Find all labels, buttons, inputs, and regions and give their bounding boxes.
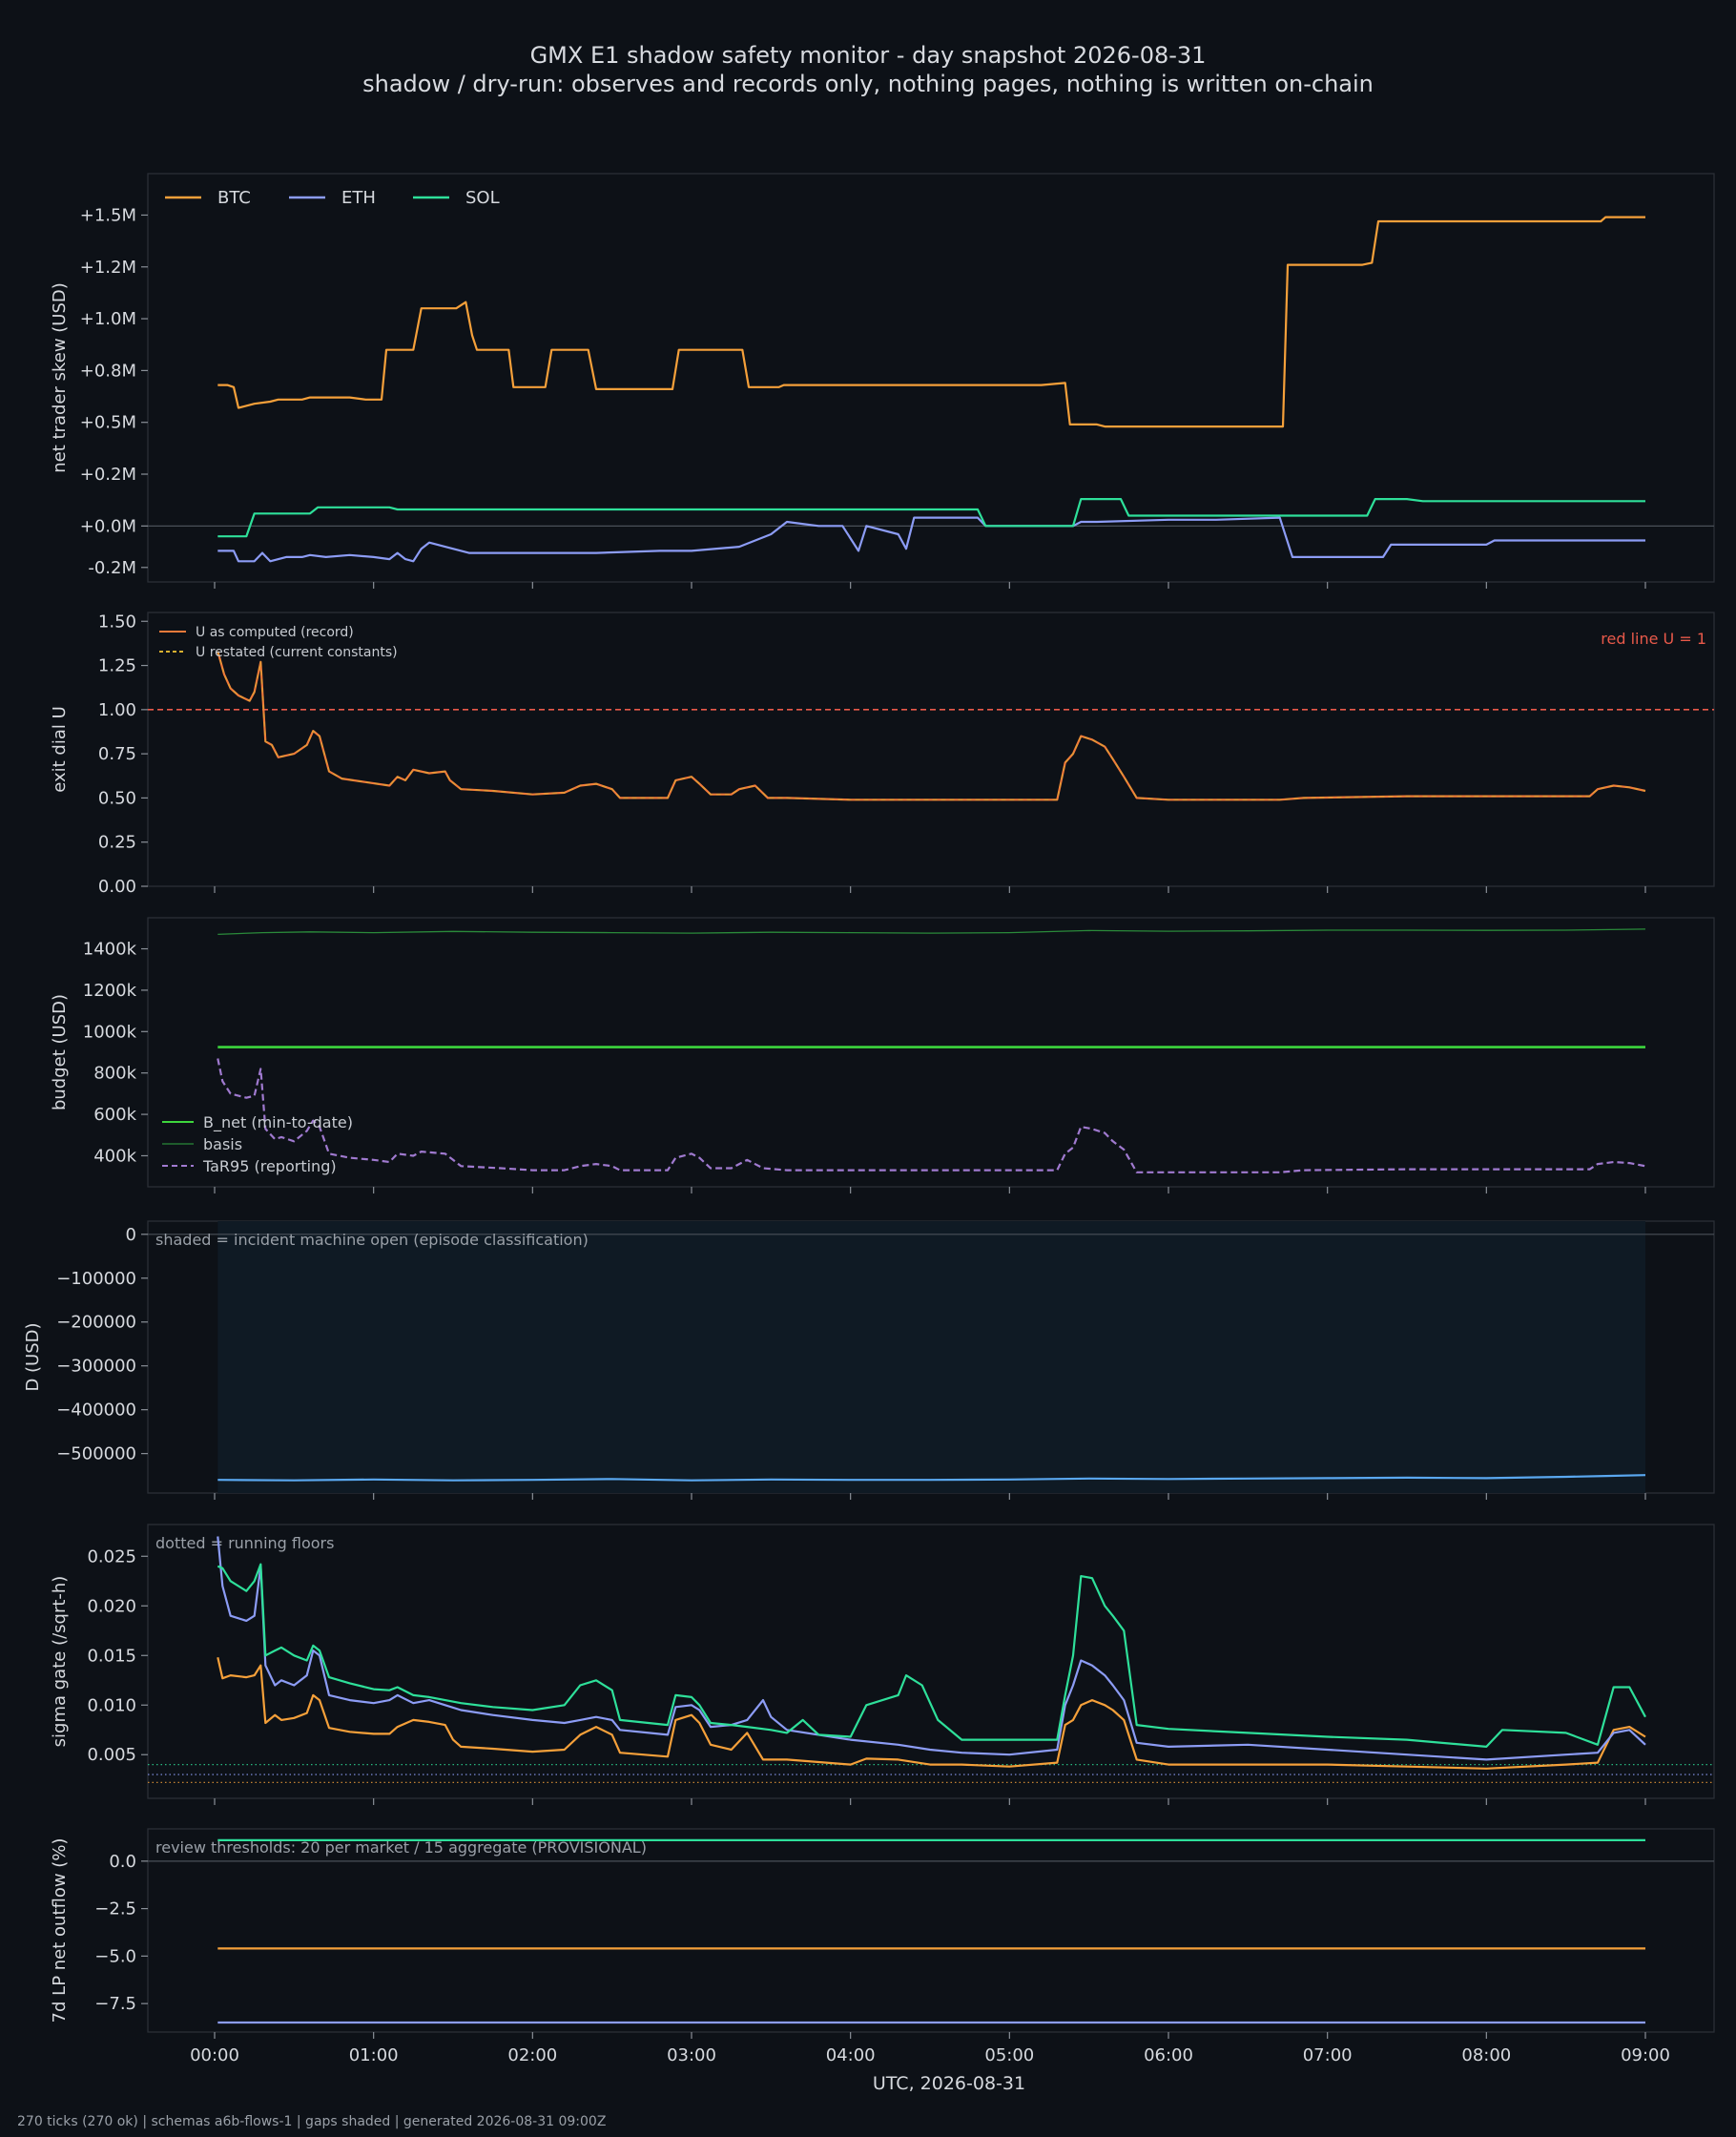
y-tick-label: +0.8M bbox=[80, 361, 136, 381]
panel-annotation: review thresholds: 20 per market / 15 ag… bbox=[155, 1838, 647, 1857]
y-tick-label: -0.2M bbox=[88, 558, 136, 578]
series-line-btc bbox=[217, 216, 1645, 428]
y-tick-label: 0.50 bbox=[98, 788, 136, 808]
panel-frame bbox=[147, 1524, 1715, 1799]
series-line-u-restated-current-constants- bbox=[217, 651, 1646, 800]
redline-label: red line U = 1 bbox=[1601, 630, 1706, 648]
legend-label: U as computed (record) bbox=[196, 625, 354, 640]
panel-drawdown: 0 −100000 −200000 −300000 −400000 −500000 D (U… bbox=[23, 1220, 1715, 1500]
panels-group: -0.2M +0.0M +0.2M +0.5M +0.8M +1.0M +1.2M +1.5M… bbox=[23, 173, 1715, 2094]
y-tick-label: +1.5M bbox=[80, 205, 136, 225]
y-tick-label: +0.0M bbox=[80, 516, 136, 536]
x-tick-label: 02:00 bbox=[507, 2045, 557, 2065]
x-tick-label: 07:00 bbox=[1303, 2045, 1353, 2065]
panel-lp_outflow: 0.0 −2.5 −5.0 −7.5 7d LP net outflow (%) revi… bbox=[50, 1828, 1715, 2094]
y-axis-label: budget (USD) bbox=[50, 994, 70, 1110]
y-tick-label: −2.5 bbox=[94, 1899, 136, 1919]
y-tick-label: −200000 bbox=[56, 1313, 136, 1333]
y-tick-label: 0.00 bbox=[98, 877, 136, 897]
y-tick-label: +1.0M bbox=[80, 309, 136, 329]
legend-label: BTC bbox=[217, 188, 251, 208]
legend-label: B_net (min-to-date) bbox=[203, 1113, 353, 1132]
y-tick-label: 0.010 bbox=[87, 1695, 136, 1715]
panel-frame bbox=[147, 173, 1715, 583]
footer-text: 270 ticks (270 ok) | schemas a6b-flows-1… bbox=[17, 2114, 606, 2129]
incident-shade bbox=[217, 1221, 1645, 1493]
figure-title: GMX E1 shadow safety monitor - day snaps… bbox=[530, 42, 1207, 69]
panel-skew: -0.2M +0.0M +0.2M +0.5M +0.8M +1.0M +1.2M +1.5M… bbox=[50, 173, 1715, 589]
y-tick-label: 0 bbox=[126, 1225, 136, 1245]
series-line-u-as-computed-record- bbox=[217, 651, 1646, 801]
series-line-sol bbox=[217, 498, 1645, 538]
y-tick-label: 1200k bbox=[83, 981, 137, 1001]
x-tick-label: 00:00 bbox=[190, 2045, 239, 2065]
panel-sigma: 0.005 0.010 0.015 0.020 0.025 sigma gate (/sq… bbox=[50, 1524, 1715, 1805]
x-tick-label: 01:00 bbox=[349, 2045, 399, 2065]
legend-label: TaR95 (reporting) bbox=[202, 1157, 337, 1175]
legend-label: ETH bbox=[341, 188, 376, 208]
y-axis-label: net trader skew (USD) bbox=[50, 282, 70, 473]
y-tick-label: +1.2M bbox=[80, 258, 136, 278]
panel-budget: 400k 600k 800k 1000k 1200k 1400k budget (USD) B… bbox=[50, 917, 1715, 1193]
y-tick-label: 1.25 bbox=[98, 656, 136, 676]
y-axis-label: 7d LP net outflow (%) bbox=[50, 1838, 70, 2023]
series-line-eth bbox=[217, 516, 1645, 563]
y-tick-label: 0.0 bbox=[109, 1852, 136, 1872]
y-tick-label: −300000 bbox=[56, 1357, 136, 1377]
y-tick-label: −100000 bbox=[56, 1269, 136, 1289]
panel-frame bbox=[147, 917, 1715, 1188]
x-axis-label: UTC, 2026-08-31 bbox=[873, 2073, 1025, 2094]
panel-annotation: dotted = running floors bbox=[155, 1534, 334, 1552]
y-tick-label: 800k bbox=[93, 1064, 136, 1084]
series-line-basis bbox=[217, 928, 1646, 936]
y-axis-label: D (USD) bbox=[23, 1322, 43, 1391]
x-tick-label: 06:00 bbox=[1144, 2045, 1193, 2065]
y-tick-label: −400000 bbox=[56, 1400, 136, 1421]
y-tick-label: 0.25 bbox=[98, 833, 136, 853]
y-tick-label: 1.50 bbox=[98, 612, 136, 632]
legend-label: SOL bbox=[465, 188, 500, 208]
y-axis-label: sigma gate (/sqrt-h) bbox=[50, 1576, 70, 1748]
y-tick-label: 400k bbox=[93, 1146, 136, 1166]
y-tick-label: +0.2M bbox=[80, 465, 136, 485]
y-tick-label: 0.020 bbox=[87, 1596, 136, 1616]
panel-exit_dial: 0.00 0.25 0.50 0.75 1.00 1.25 1.50 exit dial U r… bbox=[50, 612, 1715, 897]
x-tick-label: 03:00 bbox=[667, 2045, 716, 2065]
legend-label: U restated (current constants) bbox=[196, 645, 398, 660]
y-tick-label: 0.025 bbox=[87, 1546, 136, 1566]
figure-subtitle: shadow / dry-run: observes and records o… bbox=[362, 71, 1374, 97]
y-tick-label: 1000k bbox=[83, 1022, 137, 1042]
legend-label: basis bbox=[203, 1135, 242, 1153]
y-tick-label: 1.00 bbox=[98, 700, 136, 720]
x-tick-label: 05:00 bbox=[984, 2045, 1034, 2065]
series-line-tar95-reporting- bbox=[217, 1058, 1646, 1173]
y-tick-label: 0.015 bbox=[87, 1646, 136, 1666]
x-tick-label: 09:00 bbox=[1621, 2045, 1670, 2065]
y-axis-label: exit dial U bbox=[50, 706, 70, 793]
series-line-sol bbox=[217, 1563, 1646, 1748]
series-line-eth bbox=[217, 1536, 1646, 1761]
y-tick-label: 600k bbox=[93, 1105, 136, 1125]
y-tick-label: +0.5M bbox=[80, 413, 136, 433]
y-tick-label: −5.0 bbox=[94, 1946, 136, 1966]
y-tick-label: 1400k bbox=[83, 940, 137, 960]
x-tick-label: 08:00 bbox=[1461, 2045, 1511, 2065]
panel-annotation: shaded = incident machine open (episode … bbox=[155, 1231, 589, 1249]
y-tick-label: 0.005 bbox=[87, 1745, 136, 1765]
y-tick-label: −500000 bbox=[56, 1444, 136, 1464]
series-line-d bbox=[217, 1474, 1646, 1482]
series-line-btc bbox=[217, 1657, 1646, 1770]
panel-frame bbox=[147, 612, 1715, 887]
x-tick-label: 04:00 bbox=[826, 2045, 876, 2065]
y-tick-label: 0.75 bbox=[98, 744, 136, 764]
y-tick-label: −7.5 bbox=[94, 1994, 136, 2014]
panel-frame bbox=[147, 1828, 1715, 2033]
